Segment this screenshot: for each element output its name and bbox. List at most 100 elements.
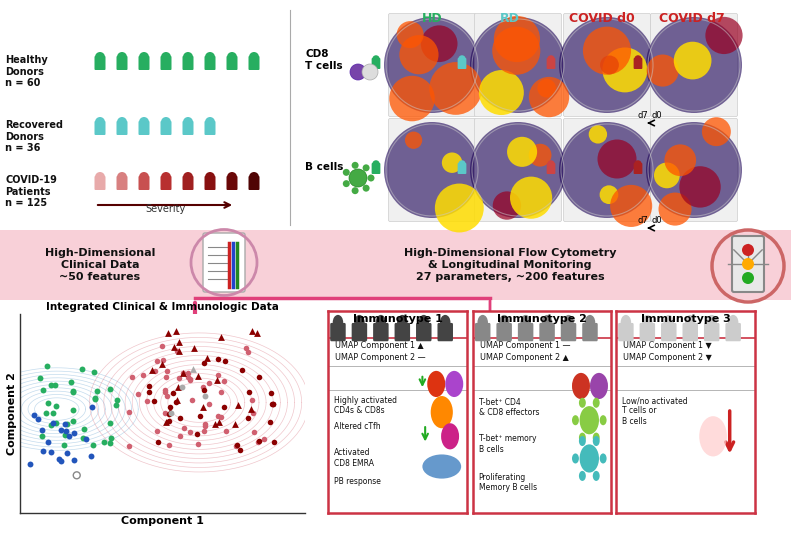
Circle shape — [205, 117, 215, 127]
Point — [184, 427, 196, 436]
Circle shape — [117, 52, 127, 62]
Circle shape — [572, 373, 590, 399]
FancyBboxPatch shape — [582, 323, 598, 342]
Point — [215, 413, 228, 422]
Point — [68, 428, 81, 437]
Point — [267, 438, 280, 447]
Point — [28, 410, 40, 419]
FancyBboxPatch shape — [226, 56, 237, 70]
FancyBboxPatch shape — [539, 323, 554, 342]
Text: Recovered
Donors
n = 36: Recovered Donors n = 36 — [5, 120, 63, 153]
Circle shape — [418, 315, 429, 330]
Point — [212, 371, 225, 380]
Point — [151, 356, 164, 365]
Text: CD8
T cells: CD8 T cells — [305, 49, 343, 71]
Point — [62, 431, 75, 440]
FancyBboxPatch shape — [94, 176, 105, 190]
Circle shape — [592, 471, 600, 481]
Point — [146, 365, 159, 374]
FancyBboxPatch shape — [183, 176, 194, 190]
FancyBboxPatch shape — [183, 121, 194, 135]
Point — [97, 438, 110, 447]
FancyBboxPatch shape — [203, 233, 245, 292]
Circle shape — [399, 35, 438, 74]
Point — [111, 395, 123, 404]
Circle shape — [431, 396, 453, 429]
FancyBboxPatch shape — [161, 121, 172, 135]
FancyBboxPatch shape — [388, 13, 475, 117]
Point — [59, 430, 71, 439]
Circle shape — [435, 184, 484, 233]
Point — [78, 425, 91, 433]
FancyBboxPatch shape — [437, 323, 453, 342]
Circle shape — [728, 315, 739, 330]
Point — [77, 434, 89, 442]
Circle shape — [95, 172, 105, 182]
Circle shape — [396, 21, 424, 48]
Point — [197, 386, 210, 395]
Circle shape — [742, 258, 754, 270]
Point — [33, 374, 46, 383]
Point — [164, 403, 176, 411]
Point — [176, 383, 188, 391]
Point — [45, 381, 58, 390]
Circle shape — [547, 55, 554, 63]
Point — [37, 447, 50, 455]
FancyBboxPatch shape — [563, 13, 650, 117]
Circle shape — [664, 144, 696, 176]
FancyBboxPatch shape — [475, 119, 562, 221]
Point — [191, 430, 204, 438]
Circle shape — [674, 42, 711, 79]
Circle shape — [542, 315, 552, 330]
Circle shape — [559, 122, 655, 218]
Point — [169, 327, 182, 336]
Point — [187, 344, 200, 353]
Circle shape — [333, 315, 343, 330]
Text: T-bet⁺ memory
B cells: T-bet⁺ memory B cells — [479, 434, 536, 454]
Point — [199, 420, 211, 429]
Circle shape — [600, 55, 619, 74]
Circle shape — [354, 315, 365, 330]
Circle shape — [634, 160, 642, 168]
Point — [266, 400, 278, 408]
Point — [164, 407, 176, 415]
FancyBboxPatch shape — [138, 121, 149, 135]
Point — [199, 422, 211, 431]
Circle shape — [183, 52, 193, 62]
FancyBboxPatch shape — [732, 236, 764, 292]
Point — [76, 365, 89, 374]
Title: Integrated Clinical & Immunologic Data: Integrated Clinical & Immunologic Data — [46, 302, 278, 312]
Point — [157, 356, 170, 365]
Text: COVID d0: COVID d0 — [570, 12, 635, 25]
Text: High-Dimensional
Clinical Data
~50 features: High-Dimensional Clinical Data ~50 featu… — [45, 249, 155, 281]
Circle shape — [600, 415, 607, 425]
Circle shape — [470, 17, 566, 113]
Point — [47, 409, 59, 417]
Circle shape — [362, 185, 369, 192]
FancyBboxPatch shape — [138, 176, 149, 190]
Point — [55, 457, 67, 466]
Circle shape — [702, 117, 731, 146]
Point — [201, 354, 214, 362]
Point — [150, 427, 163, 436]
Circle shape — [529, 77, 570, 117]
Point — [236, 366, 248, 375]
Point — [184, 376, 197, 384]
Circle shape — [421, 25, 457, 62]
Text: Highly activated
CD4s & CD8s: Highly activated CD4s & CD8s — [334, 396, 397, 416]
Text: T-bet⁺ CD4
& CD8 effectors: T-bet⁺ CD4 & CD8 effectors — [479, 398, 539, 417]
Circle shape — [592, 398, 600, 408]
Point — [59, 419, 71, 428]
FancyBboxPatch shape — [352, 323, 367, 342]
Point — [65, 378, 78, 387]
Point — [40, 409, 53, 417]
Text: PB response: PB response — [334, 477, 380, 485]
Circle shape — [442, 153, 462, 173]
Circle shape — [600, 185, 619, 204]
Circle shape — [205, 52, 215, 62]
Circle shape — [654, 163, 679, 188]
FancyBboxPatch shape — [683, 323, 698, 342]
Point — [239, 344, 252, 352]
Point — [163, 410, 176, 419]
Text: UMAP Component 1 ▼
UMAP Component 2 ▼: UMAP Component 1 ▼ UMAP Component 2 ▼ — [623, 340, 712, 362]
